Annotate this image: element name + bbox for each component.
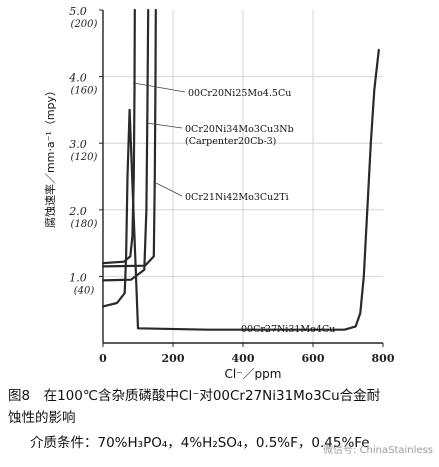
series-line-2 — [101, 8, 157, 268]
series-line-1 — [101, 8, 150, 282]
x-tick-label-1: 200 — [162, 352, 185, 365]
x-axis-label: Cl⁻／ppm — [225, 367, 282, 380]
y-tick-label-2: 3.0 — [69, 138, 87, 151]
series-label-1: 0Cr20Ni34Mo3Cu3Nb — [185, 124, 294, 135]
series-leader-1 — [148, 122, 183, 129]
series-line-3 — [101, 48, 380, 331]
watermark: 微信号: ChinaStainless — [323, 445, 433, 456]
series-label-1-line-1: (Carpenter20Cb-3) — [185, 136, 276, 147]
series-label-3: 00Cr27Ni31Mo4Cu — [241, 324, 335, 335]
figure-caption-line-1: 图8 在100℃含杂质磷酸中Cl⁻对00Cr27Ni31Mo3Cu合金耐 — [8, 388, 381, 404]
y-tick-sublabel-4: (200) — [71, 19, 98, 30]
y-tick-label-1: 2.0 — [68, 205, 87, 218]
figure-caption-line-2: 蚀性的影响 — [8, 410, 76, 426]
chart-svg: 1.0(40) 2.0(180) 3.0(120) 4.0(160) 5.0(200) 0… — [43, 5, 395, 380]
x-tick-label-0: 0 — [99, 352, 107, 365]
x-tick-label-4: 800 — [372, 352, 395, 365]
y-axis-label: 腐蚀速率／mm·a⁻¹（mpy） — [43, 85, 57, 228]
figure-caption-conditions: 介质条件：70%H₃PO₄，4%H₂SO₄，0.5%F，0.45%Fe — [30, 435, 370, 451]
x-tick-label-2: 400 — [232, 352, 255, 365]
series-leader-2 — [156, 182, 183, 197]
series-label-2: 0Cr21Ni42Mo3Cu2Ti — [185, 192, 289, 203]
series-line-0 — [101, 8, 136, 265]
series-label-0: 00Cr20Ni25Mo4.5Cu — [188, 88, 291, 99]
y-tick-sublabel-1: (180) — [71, 219, 98, 230]
y-tick-sublabel-0: (40) — [74, 285, 95, 296]
chart: 1.0 (40) 2.0 (180) 3.0 (120) 4.0 (160) 5.0 (200) 0… — [43, 5, 395, 380]
y-tick-label-3: 4.0 — [68, 72, 87, 85]
y-tick-label-0: 1.0 — [69, 271, 87, 284]
y-tick-sublabel-2: (120) — [71, 152, 98, 163]
y-tick-sublabel-3: (160) — [71, 86, 98, 97]
x-tick-label-3: 600 — [302, 352, 325, 365]
y-tick-label-4: 5.0 — [69, 5, 87, 18]
series-leader-0 — [135, 82, 186, 93]
